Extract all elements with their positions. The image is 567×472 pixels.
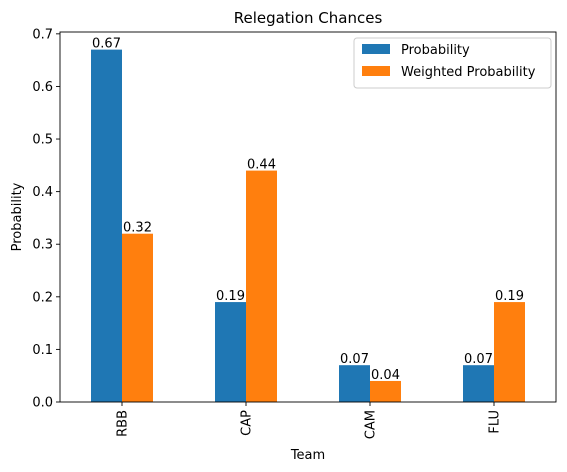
bar-probability-cam [339, 365, 370, 402]
bar-probability-rbb [91, 49, 122, 402]
data-label: 0.04 [371, 368, 400, 383]
data-label: 0.44 [247, 158, 276, 173]
bar-weighted-probability-cap [246, 170, 277, 402]
y-tick-label: 0.3 [32, 238, 53, 253]
chart-title: Relegation Chances [234, 9, 383, 27]
plot-frame [59, 31, 557, 403]
bar-probability-flu [463, 365, 494, 402]
x-tick-label: CAP [240, 410, 255, 436]
y-axis-title: Probability [10, 182, 25, 251]
legend-swatch-weighted-probability [362, 66, 390, 76]
legend-box [353, 37, 552, 89]
x-tick-label: FLU [488, 410, 503, 434]
y-tick-label: 0.5 [32, 133, 53, 148]
x-axis-title: Team [290, 448, 325, 463]
data-label: 0.07 [340, 352, 369, 367]
y-tick-label: 0.2 [32, 290, 53, 305]
x-tick-label: RBB [116, 410, 131, 437]
data-label: 0.19 [216, 289, 245, 304]
bar-weighted-probability-cam [370, 380, 401, 402]
y-tick-label: 0.1 [32, 343, 53, 358]
data-label: 0.07 [464, 352, 493, 367]
data-labels: 0.670.320.190.440.070.040.070.19 [92, 37, 524, 383]
legend-label-weighted-probability: Weighted Probability [401, 65, 536, 80]
y-tick-label: 0.0 [32, 396, 53, 411]
legend: Probability Weighted Probability [353, 37, 552, 89]
data-label: 0.67 [92, 37, 121, 52]
legend-label-probability: Probability [401, 43, 470, 58]
y-tick-label: 0.6 [32, 80, 53, 95]
bar-weighted-probability-flu [494, 302, 525, 402]
x-tick-label: CAM [364, 410, 379, 439]
bars [91, 49, 525, 402]
bar-weighted-probability-rbb [122, 233, 153, 402]
y-axis: 0.0 0.1 0.2 0.3 0.4 0.5 0.6 0.7 [32, 27, 60, 411]
data-label: 0.32 [123, 221, 152, 236]
y-tick-label: 0.7 [32, 27, 53, 42]
data-label: 0.19 [495, 289, 524, 304]
x-axis: RBB CAP CAM FLU [116, 402, 503, 439]
bar-probability-cap [215, 302, 246, 402]
legend-swatch-probability [362, 44, 390, 54]
y-tick-label: 0.4 [32, 185, 53, 200]
